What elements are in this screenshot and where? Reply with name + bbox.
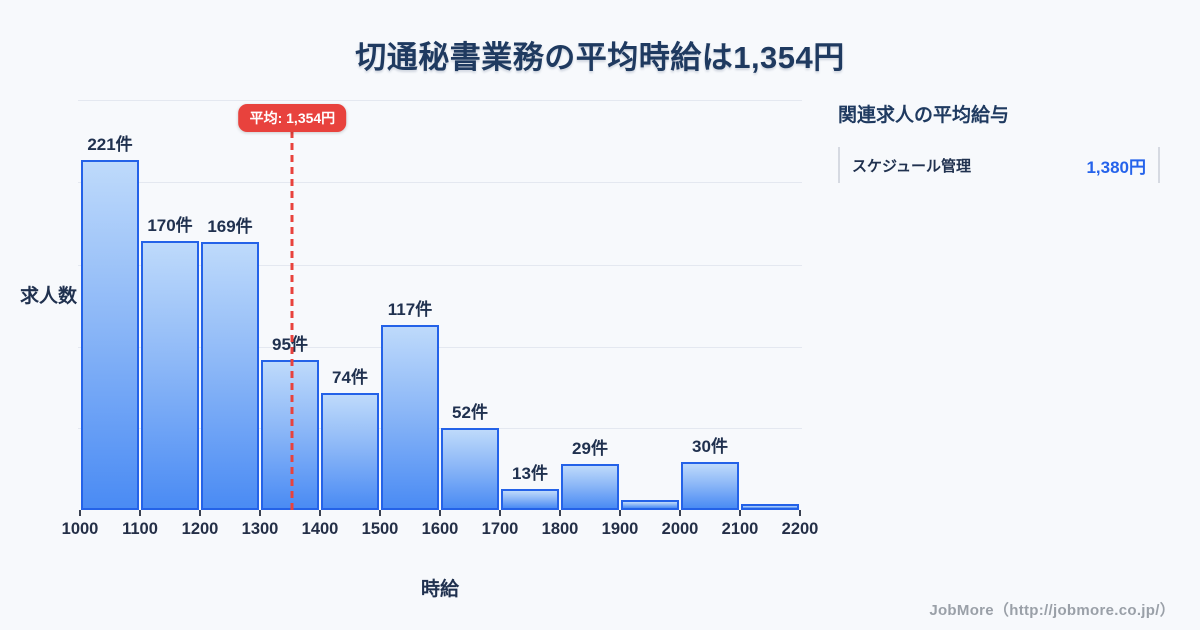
histogram-bar — [201, 242, 259, 510]
page-title: 切通秘書業務の平均時給は1,354円 — [355, 40, 845, 75]
histogram-bar — [441, 428, 499, 510]
related-jobs-panel: 関連求人の平均給与 スケジュール管理 1,380円 — [838, 100, 1160, 183]
histogram-bar — [741, 504, 799, 510]
x-axis-tick-label: 1500 — [361, 520, 399, 538]
x-axis-tick — [79, 510, 81, 516]
average-line — [290, 131, 294, 510]
histogram-bar — [621, 500, 679, 510]
gridline — [78, 265, 802, 266]
x-axis-tick — [499, 510, 501, 516]
histogram-bar — [321, 393, 379, 510]
x-axis-tick — [559, 510, 561, 516]
bar-value-label: 52件 — [452, 403, 488, 422]
x-axis-tick-label: 1800 — [541, 520, 579, 538]
bar-value-label: 117件 — [387, 300, 433, 319]
y-axis-title: 求人数 — [20, 286, 78, 307]
bar-value-label: 30件 — [692, 437, 728, 456]
histogram-bar — [681, 462, 739, 510]
bar-value-label: 221件 — [87, 135, 133, 154]
histogram-bar — [561, 464, 619, 510]
bar-value-label: 29件 — [572, 439, 608, 458]
gridline — [78, 182, 802, 183]
gridline — [78, 428, 802, 429]
x-axis-tick — [679, 510, 681, 516]
x-axis-tick — [799, 510, 801, 516]
x-axis-tick — [739, 510, 741, 516]
bar-value-label: 13件 — [512, 464, 548, 483]
gridline — [78, 100, 802, 101]
related-job-label: スケジュール管理 — [852, 157, 971, 175]
x-axis-tick-label: 1400 — [301, 520, 339, 538]
gridline — [78, 347, 802, 348]
x-axis-title: 時給 — [420, 579, 459, 600]
related-job-value: 1,380円 — [1086, 157, 1146, 177]
histogram-bar — [381, 325, 439, 510]
x-axis-tick-label: 1600 — [421, 520, 459, 538]
x-axis-tick — [619, 510, 621, 516]
x-axis-tick — [379, 510, 381, 516]
x-axis-tick — [199, 510, 201, 516]
x-axis-tick-label: 1700 — [481, 520, 519, 538]
x-axis-tick-label: 1300 — [241, 520, 279, 538]
x-axis-tick-label: 1900 — [601, 520, 639, 538]
bar-value-label: 95件 — [272, 330, 308, 355]
x-axis-tick-label: 2000 — [661, 520, 699, 538]
histogram-bar — [141, 241, 199, 510]
bar-value-label: 169件 — [207, 217, 253, 236]
bar-value-label: 74件 — [332, 368, 368, 387]
histogram-bar — [501, 489, 559, 510]
histogram-bar — [261, 360, 319, 510]
x-axis-tick-label: 1100 — [122, 520, 158, 538]
plot-area: 221件 170件 169件 95件 74件 117件 52件 13件 29件 30件 1000 1… — [62, 100, 818, 538]
footer-credit: JobMore（http://jobmore.co.jp/） — [929, 602, 1175, 619]
x-axis-tick — [439, 510, 441, 516]
x-axis-tick-label: 1000 — [61, 520, 99, 538]
x-axis-tick — [259, 510, 261, 516]
x-axis-tick-label: 2100 — [721, 520, 759, 538]
x-axis-tick-label: 1200 — [181, 520, 219, 538]
related-jobs-heading: 関連求人の平均給与 — [838, 105, 1010, 126]
bar-value-label: 170件 — [147, 216, 193, 235]
histogram-bar — [81, 160, 139, 510]
x-axis-tick-label: 2200 — [781, 520, 819, 538]
average-label: 平均: 1,354円 — [238, 104, 347, 132]
related-job-row: スケジュール管理 1,380円 — [838, 147, 1160, 183]
x-axis-tick — [319, 510, 321, 516]
x-axis-tick — [139, 510, 141, 516]
